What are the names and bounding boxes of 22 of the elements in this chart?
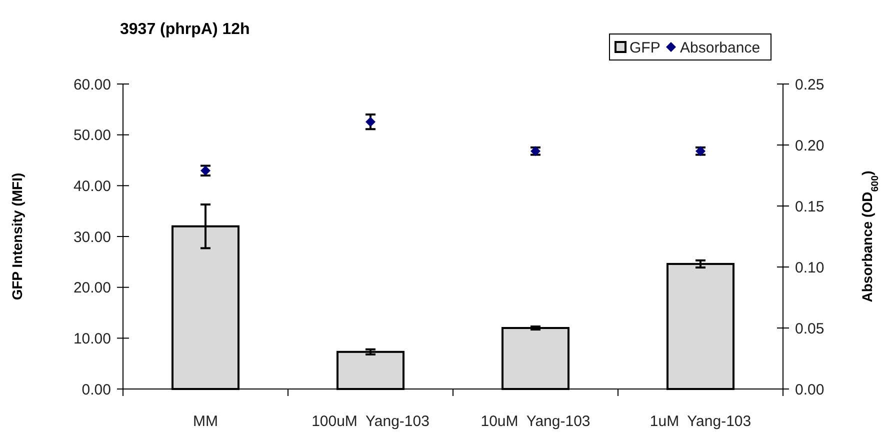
x-tick-label: MM bbox=[193, 413, 218, 430]
legend-label: Absorbance bbox=[680, 39, 760, 56]
y-tick-label: 50.00 bbox=[73, 127, 111, 144]
chart-title: 3937 (phrpA) 12h bbox=[120, 21, 250, 38]
y-tick-label: 30.00 bbox=[73, 228, 111, 246]
y-tick-label: 60.00 bbox=[73, 76, 111, 94]
y2-tick-label: 0.05 bbox=[795, 320, 824, 338]
y-axis-title: GFP Intensity (MFI) bbox=[9, 172, 25, 300]
y2-tick-label: 0.15 bbox=[795, 198, 824, 216]
legend-label: GFP bbox=[630, 39, 660, 56]
y2-tick-label: 0.00 bbox=[795, 381, 824, 398]
y-tick-label: 20.00 bbox=[73, 280, 111, 297]
y2-tick-label: 0.10 bbox=[795, 259, 824, 276]
x-tick-label: 10uM Yang-103 bbox=[480, 413, 590, 430]
y-tick-label: 40.00 bbox=[73, 178, 111, 195]
y-tick-label: 10.00 bbox=[73, 330, 111, 348]
x-tick-label: 1uM Yang-103 bbox=[650, 413, 752, 430]
y-tick-label: 0.00 bbox=[82, 381, 111, 398]
y2-tick-label: 0.25 bbox=[795, 76, 824, 94]
y2-tick-label: 0.20 bbox=[795, 137, 824, 154]
x-tick-label: 100uM Yang-103 bbox=[312, 413, 430, 430]
point bbox=[366, 116, 376, 127]
